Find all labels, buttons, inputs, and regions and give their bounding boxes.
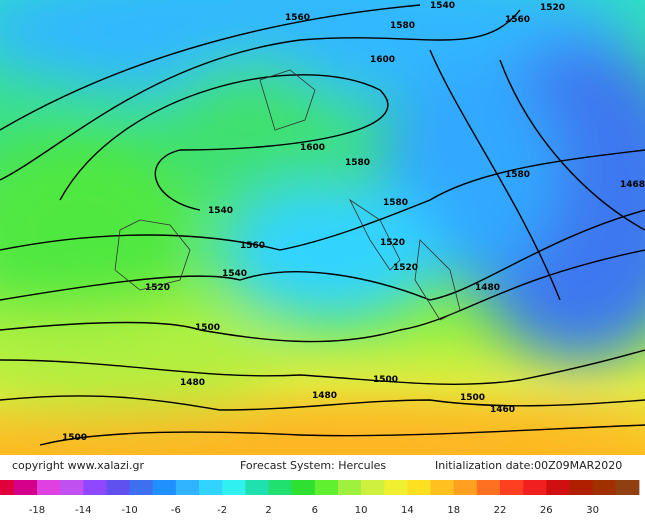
contour-label: 1580: [383, 198, 408, 208]
copyright: copyright www.xalazi.gr: [12, 459, 144, 472]
colorbar-swatch: [430, 480, 455, 495]
colorbar-label: 22: [494, 505, 507, 516]
contour-label: 1560: [285, 13, 310, 23]
colorbar-swatch: [476, 480, 501, 495]
colorbar-swatch: [106, 480, 131, 495]
colorbar-swatch: [83, 480, 107, 495]
colorbar-swatch: [361, 480, 385, 495]
colorbar-label: -6: [171, 505, 181, 516]
colorbar-swatch: [314, 480, 339, 495]
contour-label: 1480: [180, 378, 205, 388]
colorbar-label: 18: [447, 505, 460, 516]
contour-label: 1520: [540, 3, 565, 13]
contour-label: 1468: [620, 180, 645, 190]
contour-label: 1540: [222, 269, 247, 279]
colorbar-swatch: [592, 480, 617, 495]
colorbar-swatch: [453, 480, 478, 495]
colorbar-label: -2: [217, 505, 227, 516]
contour-label: 1520: [393, 263, 418, 273]
colorbar-label: -18: [29, 505, 45, 516]
colorbar-swatch: [384, 480, 408, 495]
colorbar-swatch: [291, 480, 316, 495]
colorbar-label: 26: [540, 505, 553, 516]
colorbar-swatch: [37, 480, 61, 495]
contour-label: 1580: [505, 170, 530, 180]
initialization: Initialization date:00Z09MAR2020: [435, 459, 622, 472]
contour-labels: 1540 1520 1560 1580 1600 1560 1600 1580 1580 1540…: [62, 1, 645, 443]
contour-label: 1500: [373, 375, 398, 385]
colorbar-label: 10: [355, 505, 368, 516]
colorbar-swatch: [268, 480, 293, 495]
colorbar-label: 14: [401, 505, 414, 516]
map: [0, 0, 645, 455]
colorbar-swatch: [245, 480, 269, 495]
contour-label: 1560: [505, 15, 530, 25]
colorbar-swatch: [60, 480, 84, 495]
colorbar-label: 2: [265, 505, 271, 516]
forecast-system: Forecast System: Hercules: [240, 459, 386, 472]
colorbar-label: -14: [75, 505, 91, 516]
colorbar-swatch: [13, 480, 38, 495]
colorbar-label: 30: [586, 505, 599, 516]
contour-label: 1500: [195, 323, 220, 333]
contour-label: 1500: [62, 433, 87, 443]
contour-label: 1500: [460, 393, 485, 403]
colorbar-swatch: [175, 480, 200, 495]
contour-label: 1480: [475, 283, 500, 293]
colorbar-swatch: [569, 480, 594, 495]
contour-label: 1520: [145, 283, 170, 293]
contour-label: 1560: [240, 241, 265, 251]
colorbar-swatch: [0, 480, 15, 495]
colorbar-swatch: [407, 480, 432, 495]
colorbar-label: 6: [312, 505, 318, 516]
colorbar-swatch: [222, 480, 246, 495]
colorbar-swatch: [129, 480, 154, 495]
contour-label: 1600: [300, 143, 325, 153]
contour-label: 1540: [430, 1, 455, 11]
contour-label: 1520: [380, 238, 405, 248]
colorbar-swatch: [500, 480, 524, 495]
colorbar: -18 -14 -10 -6 -2 2 6 10 14 18 22 26 30: [0, 480, 640, 516]
contour-label: 1600: [370, 55, 395, 65]
colorbar-swatch: [523, 480, 547, 495]
contour-label: 1580: [390, 21, 415, 31]
colorbar-swatch: [152, 480, 177, 495]
contour-label: 1580: [345, 158, 370, 168]
contour-label: 1460: [490, 405, 515, 415]
colorbar-label: -10: [121, 505, 137, 516]
colorbar-swatch: [615, 480, 640, 495]
colorbar-swatch: [546, 480, 570, 495]
colorbar-swatch: [337, 480, 362, 495]
contour-label: 1480: [312, 391, 337, 401]
contour-label: 1540: [208, 206, 233, 216]
colorbar-swatch: [199, 480, 223, 495]
